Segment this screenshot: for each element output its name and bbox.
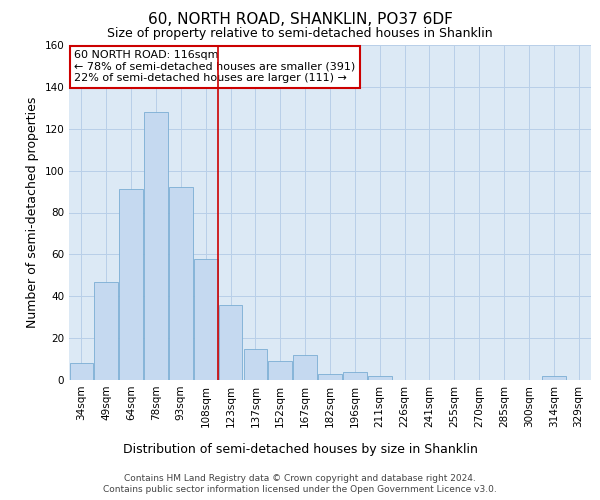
- Bar: [144, 112, 168, 380]
- Bar: [318, 374, 342, 380]
- Text: 60 NORTH ROAD: 116sqm
← 78% of semi-detached houses are smaller (391)
22% of sem: 60 NORTH ROAD: 116sqm ← 78% of semi-deta…: [74, 50, 355, 83]
- Bar: [244, 348, 267, 380]
- Bar: [70, 363, 93, 380]
- Bar: [119, 190, 143, 380]
- Bar: [343, 372, 367, 380]
- Text: Contains public sector information licensed under the Open Government Licence v3: Contains public sector information licen…: [103, 485, 497, 494]
- Text: Distribution of semi-detached houses by size in Shanklin: Distribution of semi-detached houses by …: [122, 442, 478, 456]
- Bar: [368, 376, 392, 380]
- Bar: [169, 188, 193, 380]
- Y-axis label: Number of semi-detached properties: Number of semi-detached properties: [26, 97, 39, 328]
- Bar: [268, 361, 292, 380]
- Text: Size of property relative to semi-detached houses in Shanklin: Size of property relative to semi-detach…: [107, 28, 493, 40]
- Bar: [542, 376, 566, 380]
- Bar: [194, 258, 218, 380]
- Bar: [219, 304, 242, 380]
- Text: 60, NORTH ROAD, SHANKLIN, PO37 6DF: 60, NORTH ROAD, SHANKLIN, PO37 6DF: [148, 12, 452, 28]
- Text: Contains HM Land Registry data © Crown copyright and database right 2024.: Contains HM Land Registry data © Crown c…: [124, 474, 476, 483]
- Bar: [293, 355, 317, 380]
- Bar: [94, 282, 118, 380]
